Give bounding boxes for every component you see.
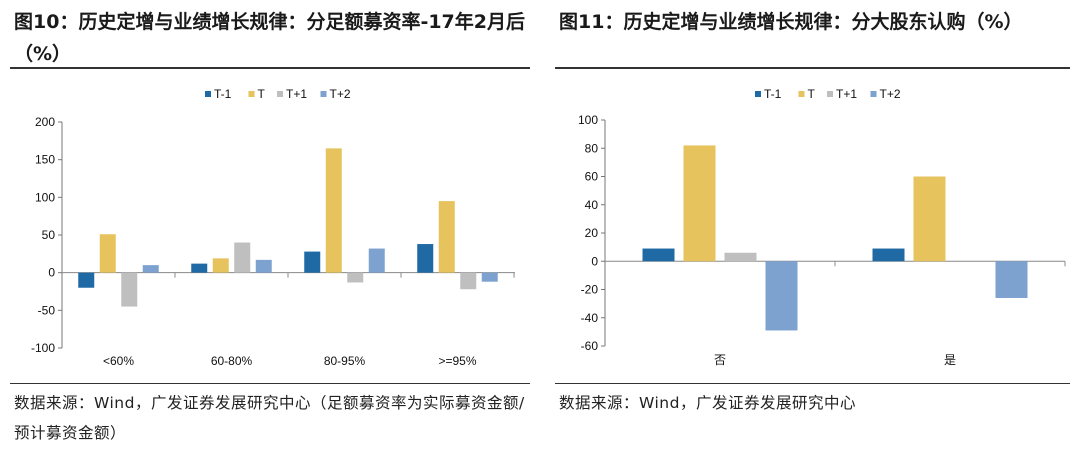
y-tick-label: 40 xyxy=(585,198,599,212)
bar-T+1-否 xyxy=(724,252,757,262)
bar-T-1-否 xyxy=(642,248,675,262)
y-tick-label: 20 xyxy=(585,226,599,240)
x-category-label: <60% xyxy=(103,354,134,368)
bar-T+1-60-80% xyxy=(234,242,251,273)
figure-10-top-rule xyxy=(10,67,530,69)
figure-10-panel: 图10：历史定增与业绩增长规律：分足额募资率-17年2月后（%） -100 -50… xyxy=(10,11,530,442)
y-tick-label: 50 xyxy=(42,228,56,242)
bar-T-1-80-95% xyxy=(304,251,321,273)
legend-label-T+1: T+1 xyxy=(836,87,857,101)
bar-T->=95% xyxy=(438,201,455,273)
bar-T-1-<60% xyxy=(78,272,95,288)
figure-11-panel: 图11：历史定增与业绩增长规律：分大股东认购（%） -60 -40 -20 0 20 40… xyxy=(545,0,1080,450)
x-category-label: >=95% xyxy=(438,354,476,368)
y-tick-label: 60 xyxy=(585,170,599,184)
bar-T+2-80-95% xyxy=(368,248,385,273)
figure-11-title: 图11：历史定增与业绩增长规律：分大股东认购（%） xyxy=(559,11,1023,33)
legend-swatch-T-1 xyxy=(755,91,761,97)
bar-T+2-60-80% xyxy=(255,259,272,273)
figure-11-top-rule xyxy=(555,67,1070,69)
legend-label-T-1: T-1 xyxy=(214,87,232,101)
figure-10-chart: -100 -50 0 50 100 150 200 <60% 60-80% 80-95% >=95%… xyxy=(31,87,515,368)
y-tick-label: 80 xyxy=(585,141,599,155)
legend-label-T+2: T+2 xyxy=(330,87,351,101)
x-category-label: 否 xyxy=(714,353,726,367)
legend-label-T: T xyxy=(808,87,816,101)
y-tick-label: 200 xyxy=(35,115,55,129)
legend-swatch-T+1 xyxy=(277,91,283,97)
bar-T+2-否 xyxy=(765,261,798,331)
bar-T+1->=95% xyxy=(460,272,477,290)
bar-T-1-是 xyxy=(872,248,905,262)
bar-T-<60% xyxy=(99,234,116,273)
bar-T-1->=95% xyxy=(417,244,434,273)
x-category-label: 60-80% xyxy=(211,354,253,368)
figure-11-bottom-rule xyxy=(555,383,1070,384)
x-category-label: 是 xyxy=(944,353,956,367)
y-tick-label: 100 xyxy=(578,113,598,127)
figure-10-title: 图10：历史定增与业绩增长规律：分足额募资率-17年2月后（%） xyxy=(14,11,525,65)
y-tick-label: -60 xyxy=(581,339,599,353)
bar-T+1-<60% xyxy=(121,272,138,307)
figure-10-source: 数据来源：Wind，广发证券发展研究中心（足额募资率为实际募资金额/预计募资金额… xyxy=(14,394,525,442)
legend-label-T+2: T+2 xyxy=(880,87,901,101)
legend-swatch-T+1 xyxy=(827,91,833,97)
legend-label-T+1: T+1 xyxy=(286,87,307,101)
figure-10-bottom-rule xyxy=(10,383,530,384)
legend-swatch-T xyxy=(798,91,805,97)
y-tick-label: 0 xyxy=(591,254,598,268)
y-tick-label: 0 xyxy=(48,266,55,280)
bar-T+1-80-95% xyxy=(347,272,364,283)
legend-label-T-1: T-1 xyxy=(764,87,782,101)
bar-T+2-是 xyxy=(995,261,1028,298)
legend-label-T: T xyxy=(258,87,266,101)
x-category-label: 80-95% xyxy=(324,354,366,368)
y-tick-label: 100 xyxy=(35,190,55,204)
bar-T-60-80% xyxy=(212,258,229,273)
legend-swatch-T+2 xyxy=(320,91,327,97)
y-tick-label: -100 xyxy=(31,341,55,355)
bar-T-是 xyxy=(913,176,946,262)
figure-11-source: 数据来源：Wind，广发证券发展研究中心 xyxy=(559,394,856,412)
y-tick-label: 150 xyxy=(35,153,55,167)
y-tick-label: -20 xyxy=(581,283,599,297)
legend-swatch-T xyxy=(248,91,255,97)
bar-T-否 xyxy=(683,145,716,262)
bar-T+2->=95% xyxy=(481,272,498,282)
figure-11-chart: -60 -40 -20 0 20 40 60 80 100 否 是 T-1 T T+1 T+2 xyxy=(578,87,1066,367)
y-tick-label: -40 xyxy=(581,311,599,325)
bar-T+2-<60% xyxy=(142,265,159,273)
legend-swatch-T-1 xyxy=(205,91,211,97)
bar-T-1-60-80% xyxy=(191,263,208,273)
legend-swatch-T+2 xyxy=(870,91,877,97)
bar-T-80-95% xyxy=(325,148,342,273)
y-tick-label: -50 xyxy=(38,303,56,317)
